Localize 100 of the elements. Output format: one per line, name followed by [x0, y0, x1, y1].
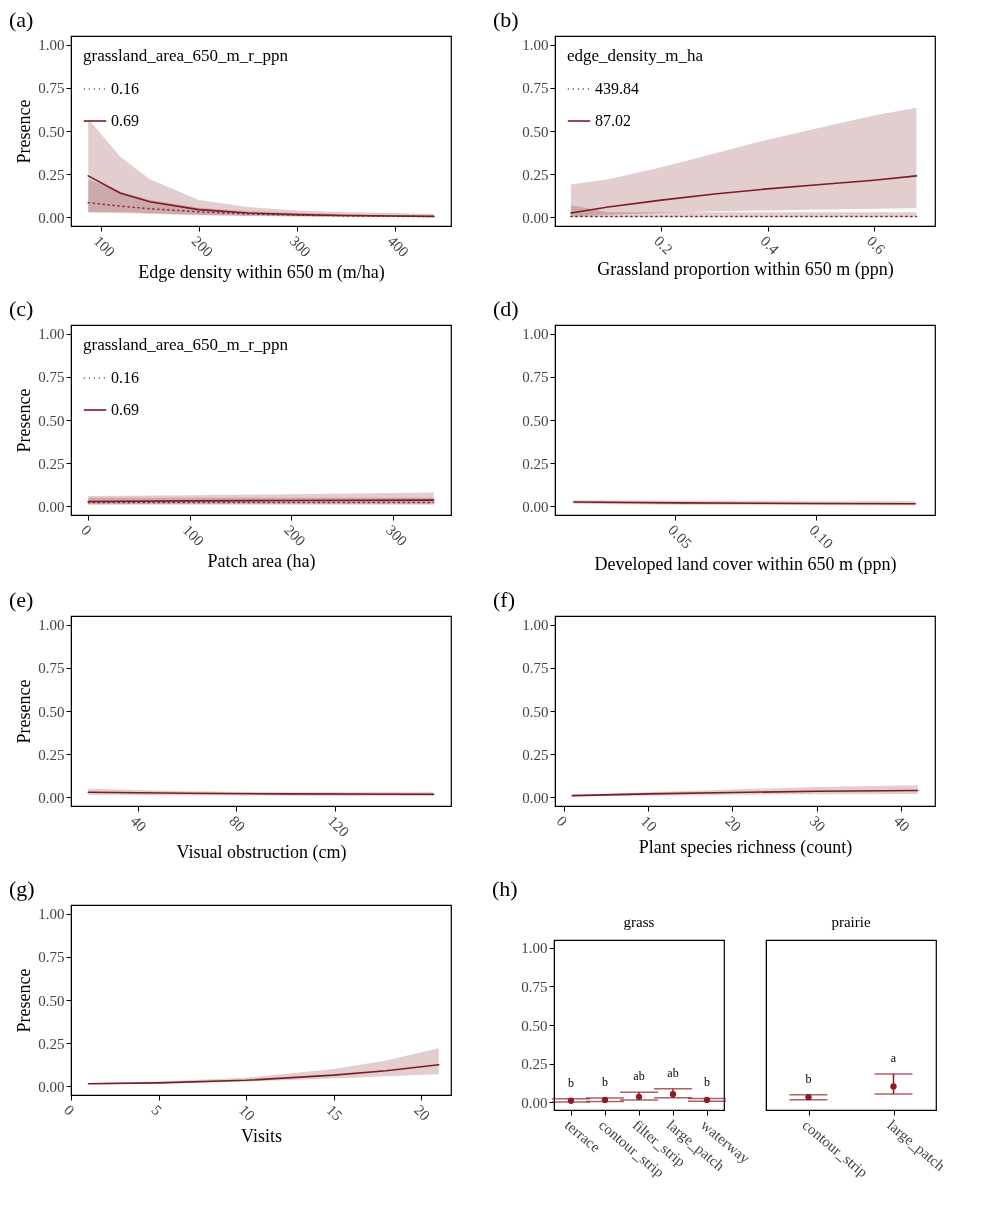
x-tick-label: 15 — [323, 1101, 346, 1124]
x-tick-label: 30 — [806, 812, 829, 835]
y-tick-label: 1.00 — [38, 37, 65, 54]
legend-label: 439.84 — [595, 80, 639, 97]
y-tick-label: 0.50 — [521, 1017, 548, 1034]
x-tick-label: 5 — [148, 1101, 166, 1119]
y-tick-label: 0.25 — [38, 746, 65, 763]
y-tick-label: 0.00 — [522, 209, 549, 226]
y-tick-label: 0.75 — [38, 660, 65, 677]
annotation: ab — [633, 1069, 645, 1084]
chart-title: (a) — [9, 7, 34, 32]
x-tick-label: 300 — [286, 232, 314, 261]
x-axis-title: Edge density within 650 m (m/ha) — [138, 262, 385, 284]
x-tick-label: 20 — [722, 812, 745, 835]
x-axis-title: Visual obstruction (cm) — [176, 842, 347, 864]
annotation: b — [704, 1075, 710, 1090]
x-tick-label: 0.2 — [651, 232, 676, 258]
y-tick-label: 0.50 — [38, 412, 65, 429]
x-tick-label: 0 — [553, 812, 571, 830]
y-tick-label: 0.50 — [522, 703, 549, 720]
x-tick-label: 0.4 — [757, 232, 783, 258]
x-tick-label: 40 — [890, 812, 913, 835]
y-tick-label: 0.75 — [38, 80, 65, 97]
x-tick-label: 300 — [382, 521, 411, 550]
y-tick-label: 1.00 — [38, 617, 65, 634]
x-tick-label: 120 — [324, 812, 353, 841]
x-tick-label: 0.05 — [665, 521, 696, 552]
y-tick-label: 0.25 — [38, 455, 65, 472]
y-tick-label: 0.25 — [522, 166, 549, 183]
x-tick-label: 20 — [411, 1101, 434, 1124]
y-tick-label: 1.00 — [522, 326, 549, 343]
y-tick-label: 0.00 — [522, 498, 549, 515]
legend-label: 0.16 — [111, 80, 139, 97]
annotation: b — [602, 1074, 608, 1089]
x-tick-label: 0 — [60, 1101, 78, 1119]
y-tick-label: 1.00 — [522, 37, 549, 54]
legend-label: 0.69 — [111, 112, 139, 129]
y-axis-title: Presence — [14, 388, 35, 453]
x-tick-label: 0 — [78, 521, 95, 539]
y-tick-label: 0.75 — [38, 369, 65, 386]
line-series — [87, 1063, 440, 1085]
y-tick-label: 0.75 — [38, 949, 65, 966]
y-tick-label: 0.50 — [38, 992, 65, 1009]
y-tick-label: 0.50 — [522, 123, 549, 140]
x-tick-label: 200 — [281, 521, 309, 550]
x-tick-label: 0.10 — [806, 521, 837, 552]
legend-title: grassland_area_650_m_r_ppn — [83, 335, 289, 354]
x-tick-label: 80 — [226, 812, 249, 835]
annotation: a — [890, 1050, 897, 1065]
y-tick-label: 0.75 — [522, 660, 549, 677]
y-tick-label: 1.00 — [38, 326, 65, 343]
y-tick-label: 0.25 — [522, 746, 549, 763]
annotation: b — [568, 1075, 574, 1090]
y-tick-label: 0.00 — [521, 1094, 548, 1111]
chart-title: (f) — [493, 587, 515, 612]
y-tick-label: 1.00 — [521, 940, 548, 957]
annotation: b — [805, 1071, 812, 1086]
chart-title: (h) — [492, 876, 518, 901]
y-tick-label: 0.25 — [521, 1056, 548, 1073]
y-tick-label: 0.75 — [522, 369, 549, 386]
y-tick-label: 0.00 — [38, 209, 65, 226]
y-tick-label: 0.25 — [38, 166, 65, 183]
x-tick-label: 0.6 — [863, 232, 889, 258]
x-tick-label: 400 — [384, 232, 412, 261]
line-series — [570, 175, 918, 214]
x-tick-label: 10 — [638, 812, 660, 835]
y-tick-label: 0.00 — [38, 1078, 65, 1095]
y-tick-label: 0.00 — [38, 498, 65, 515]
legend-label: 87.02 — [595, 112, 631, 129]
x-tick-label: 200 — [188, 232, 216, 261]
x-axis-title: Patch area (ha) — [207, 551, 316, 573]
legend-title: edge_density_m_ha — [567, 46, 704, 65]
annotation: ab — [667, 1065, 679, 1080]
y-tick-label: 0.50 — [38, 703, 65, 720]
y-axis-title: Presence — [14, 679, 35, 744]
x-axis-title: Developed land cover within 650 m (ppn) — [594, 553, 897, 575]
y-tick-label: 0.75 — [521, 978, 548, 995]
y-axis-title: Presence — [14, 968, 35, 1033]
legend-label: 0.16 — [111, 369, 139, 386]
x-tick-label: 100 — [90, 232, 119, 261]
legend-label: 0.69 — [111, 401, 139, 418]
x-axis-title: Grassland proportion within 650 m (ppn) — [597, 259, 894, 281]
chart-subtitle: prairie — [831, 914, 871, 930]
y-axis-title: Presence — [14, 99, 35, 164]
chart-subtitle: grass — [623, 914, 655, 930]
chart-title: (d) — [493, 296, 519, 321]
y-tick-label: 0.50 — [522, 412, 549, 429]
y-tick-label: 0.00 — [38, 789, 65, 806]
legend-title: grassland_area_650_m_r_ppn — [83, 46, 289, 65]
chart-title: (c) — [9, 296, 34, 321]
x-axis-title: Plant species richness (count) — [638, 836, 853, 858]
chart-title: (g) — [9, 876, 35, 901]
x-tick-label: 100 — [179, 521, 207, 550]
y-tick-label: 0.75 — [522, 80, 549, 97]
y-tick-label: 0.25 — [522, 455, 549, 472]
chart-title: (e) — [9, 587, 34, 612]
x-tick-label: 10 — [236, 1101, 258, 1124]
y-tick-label: 0.50 — [38, 123, 65, 140]
y-tick-label: 0.00 — [522, 789, 549, 806]
y-tick-label: 1.00 — [522, 617, 549, 634]
